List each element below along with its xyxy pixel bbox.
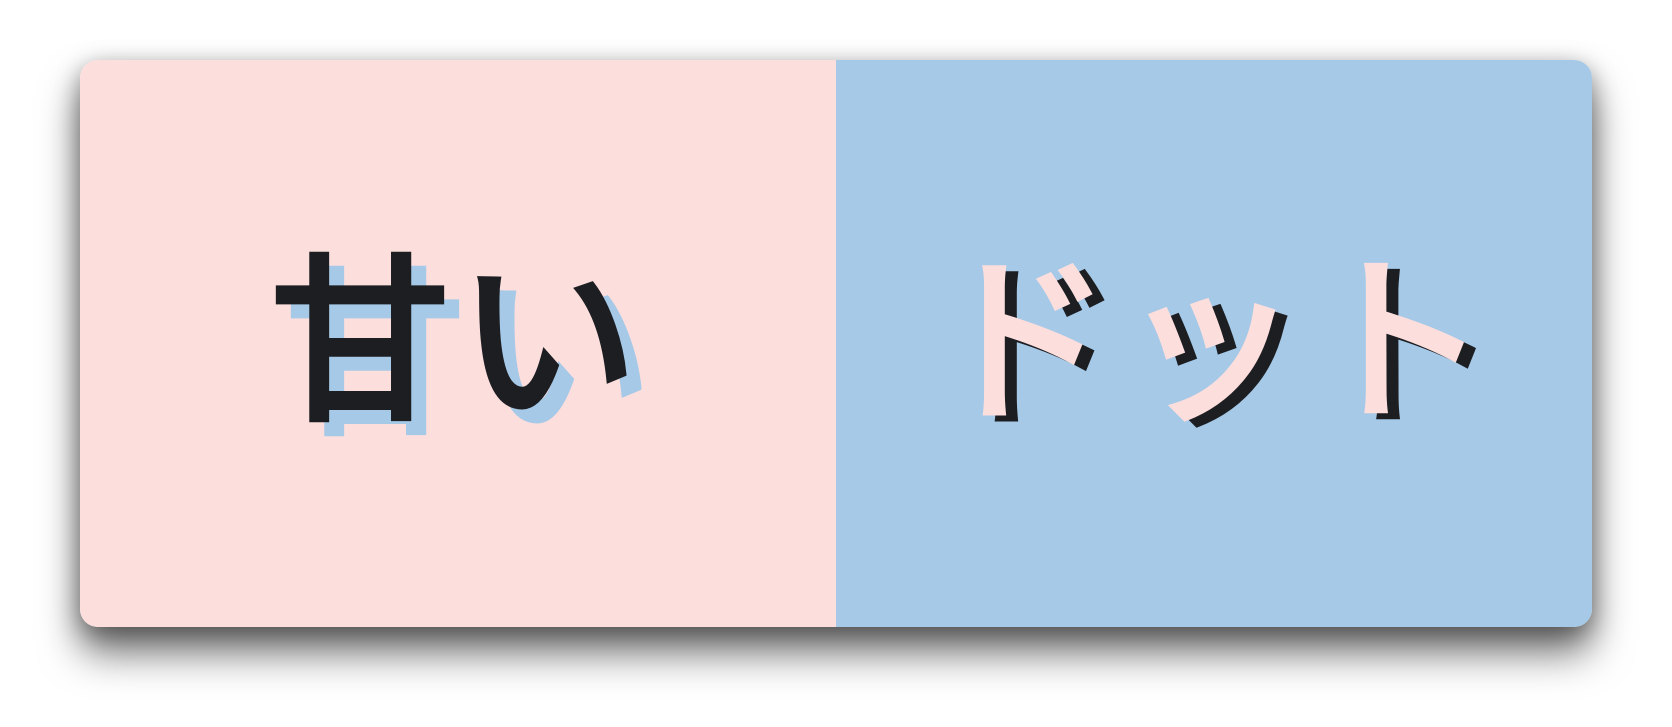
right-panel: ドット ドット bbox=[836, 60, 1592, 627]
left-word-text: 甘い bbox=[269, 238, 646, 448]
left-panel: 甘い 甘い bbox=[80, 60, 836, 627]
right-word-text: ドット bbox=[931, 238, 1496, 448]
right-word: ドット ドット bbox=[932, 253, 1500, 439]
right-word-shadow: ドット bbox=[943, 244, 1508, 454]
card: 甘い 甘い ドット ドット bbox=[80, 60, 1592, 627]
left-word: 甘い 甘い bbox=[270, 253, 653, 447]
left-word-shadow: 甘い bbox=[284, 252, 661, 462]
